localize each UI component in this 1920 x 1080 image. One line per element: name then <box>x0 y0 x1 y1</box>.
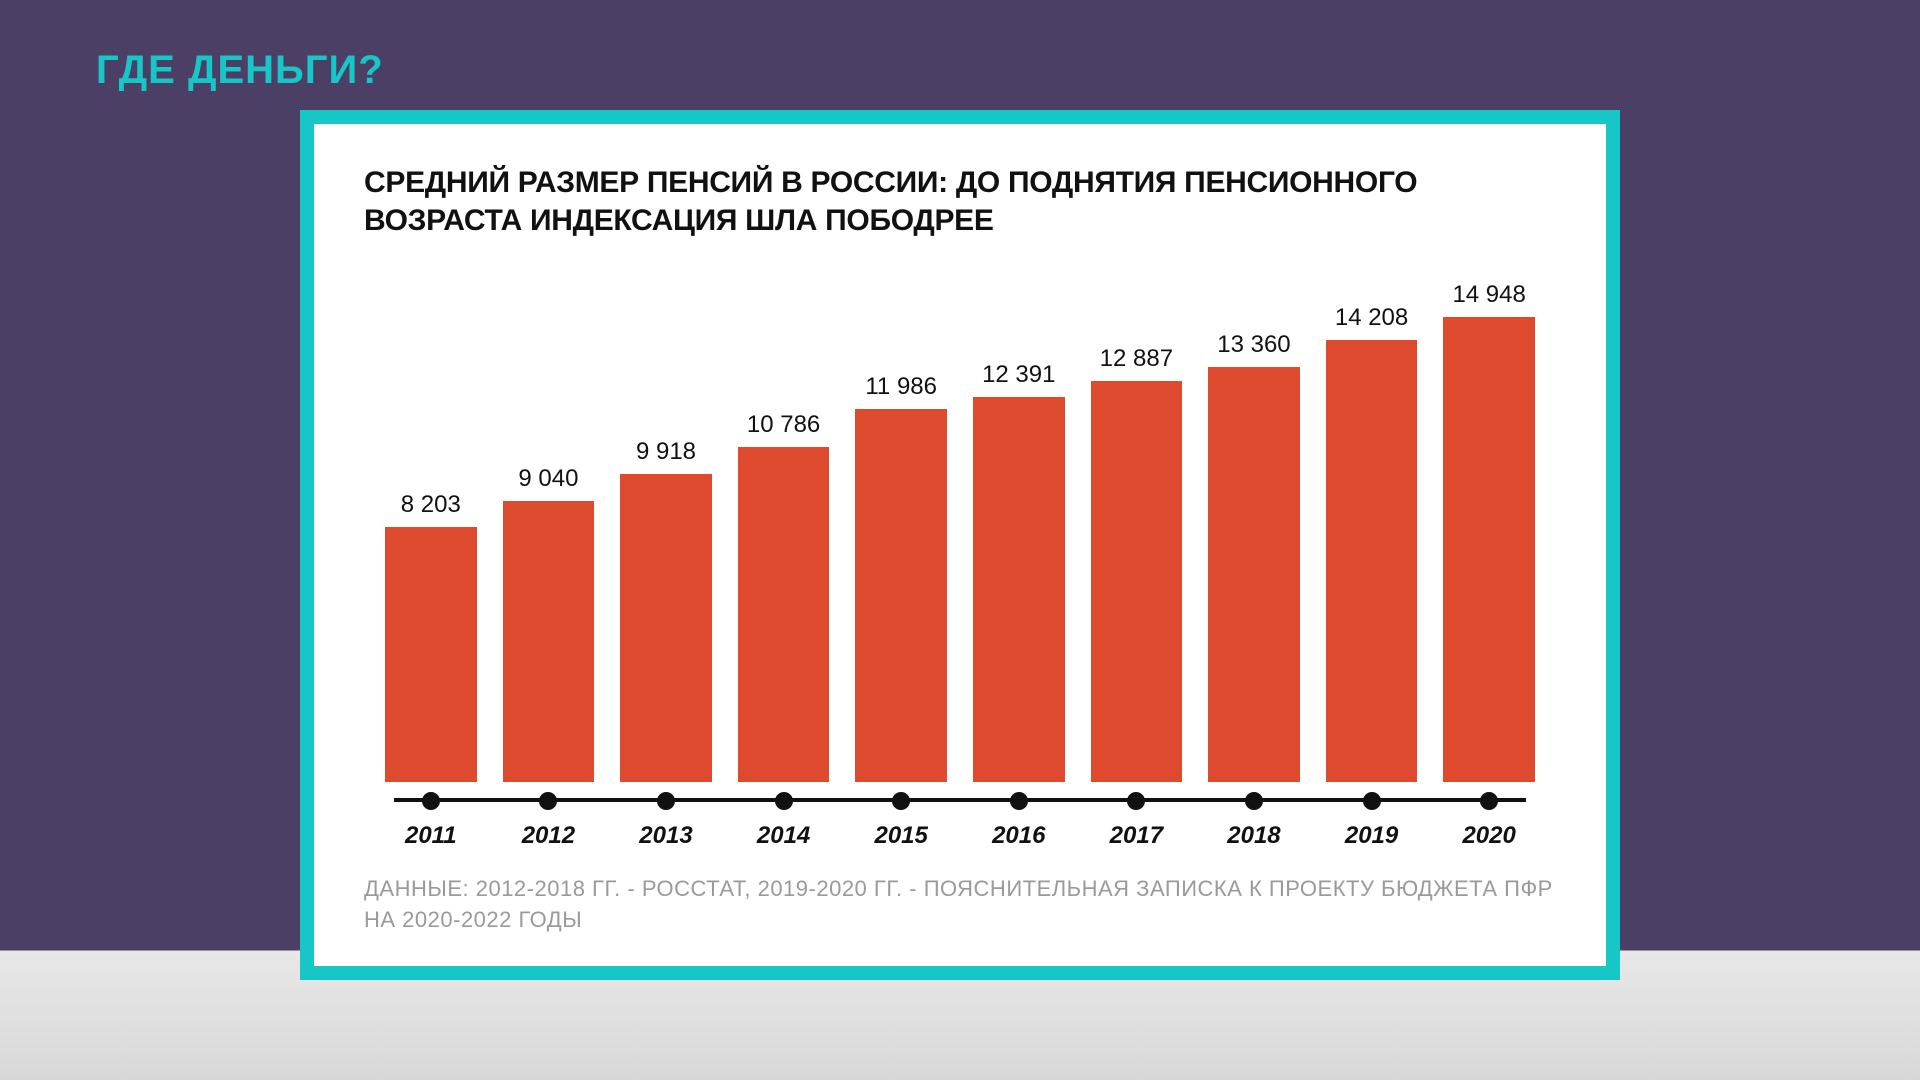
axis-dot-cell <box>960 786 1078 816</box>
x-axis-label: 2015 <box>842 822 960 850</box>
bar-value-label: 14 948 <box>1452 281 1525 309</box>
axis-dot-cell <box>1195 786 1313 816</box>
bar-column: 12 391 <box>960 269 1078 782</box>
axis-dot-cell <box>1313 786 1431 816</box>
x-axis <box>364 786 1556 816</box>
bar-rect <box>1091 381 1183 782</box>
bar-value-label: 14 208 <box>1335 304 1408 332</box>
x-axis-label: 2017 <box>1078 822 1196 850</box>
bar-rect <box>973 397 1065 783</box>
bar-column: 10 786 <box>725 269 843 782</box>
bar-value-label: 11 986 <box>865 373 937 401</box>
bar-column: 14 948 <box>1430 269 1548 782</box>
axis-dot-cell <box>1078 786 1196 816</box>
bar-rect <box>1443 317 1535 782</box>
x-axis-label: 2018 <box>1195 822 1313 850</box>
x-axis-label: 2020 <box>1430 822 1548 850</box>
bar-value-label: 10 786 <box>747 411 820 439</box>
bar-value-label: 13 360 <box>1217 331 1290 359</box>
bar-rect <box>385 527 477 782</box>
bar-value-label: 9 040 <box>518 465 578 493</box>
bar-rect <box>1326 340 1418 782</box>
bar-value-label: 8 203 <box>401 491 461 519</box>
x-axis-label: 2013 <box>607 822 725 850</box>
axis-dot-icon <box>422 792 440 810</box>
bar-rect <box>503 501 595 782</box>
chart-title: СРЕДНИЙ РАЗМЕР ПЕНСИЙ В РОССИИ: ДО ПОДНЯ… <box>364 164 1556 239</box>
bar-column: 12 887 <box>1078 269 1196 782</box>
bar-column: 14 208 <box>1313 269 1431 782</box>
axis-dot-icon <box>1363 792 1381 810</box>
axis-dot-cell <box>490 786 608 816</box>
axis-dot-icon <box>1480 792 1498 810</box>
bar-rect <box>738 447 830 783</box>
bar-column: 11 986 <box>842 269 960 782</box>
bar-column: 13 360 <box>1195 269 1313 782</box>
axis-dot-cell <box>1430 786 1548 816</box>
axis-dot-icon <box>1245 792 1263 810</box>
axis-dot-cell <box>607 786 725 816</box>
bar-value-label: 9 918 <box>636 438 696 466</box>
bar-rect <box>620 474 712 783</box>
source-note: ДАННЫЕ: 2012-2018 ГГ. - РОССТАТ, 2019-20… <box>364 874 1556 936</box>
bar-value-label: 12 391 <box>982 361 1055 389</box>
x-axis-label: 2019 <box>1313 822 1431 850</box>
axis-dot-icon <box>775 792 793 810</box>
bars-area: 8 203 9 040 9 918 10 786 11 986 12 391 12 887 1… <box>364 269 1556 782</box>
axis-dot-cell <box>842 786 960 816</box>
bar-rect <box>855 409 947 782</box>
axis-dot-cell <box>372 786 490 816</box>
x-axis-labels: 2011201220132014201520162017201820192020 <box>364 816 1556 850</box>
chart-card: СРЕДНИЙ РАЗМЕР ПЕНСИЙ В РОССИИ: ДО ПОДНЯ… <box>314 124 1606 966</box>
x-axis-label: 2016 <box>960 822 1078 850</box>
bar-value-label: 12 887 <box>1100 345 1173 373</box>
x-axis-label: 2014 <box>725 822 843 850</box>
chart-card-frame: СРЕДНИЙ РАЗМЕР ПЕНСИЙ В РОССИИ: ДО ПОДНЯ… <box>300 110 1620 980</box>
bar-column: 9 040 <box>490 269 608 782</box>
x-axis-label: 2011 <box>372 822 490 850</box>
axis-dot-icon <box>1010 792 1028 810</box>
axis-dot-icon <box>892 792 910 810</box>
axis-dot-icon <box>1127 792 1145 810</box>
x-axis-dots <box>364 786 1556 816</box>
bar-chart: 8 203 9 040 9 918 10 786 11 986 12 391 12 887 1… <box>364 269 1556 850</box>
axis-dot-cell <box>725 786 843 816</box>
bar-rect <box>1208 367 1300 783</box>
axis-dot-icon <box>657 792 675 810</box>
axis-dot-icon <box>539 792 557 810</box>
page-title: ГДЕ ДЕНЬГИ? <box>96 48 384 93</box>
x-axis-label: 2012 <box>490 822 608 850</box>
bar-column: 8 203 <box>372 269 490 782</box>
bar-column: 9 918 <box>607 269 725 782</box>
